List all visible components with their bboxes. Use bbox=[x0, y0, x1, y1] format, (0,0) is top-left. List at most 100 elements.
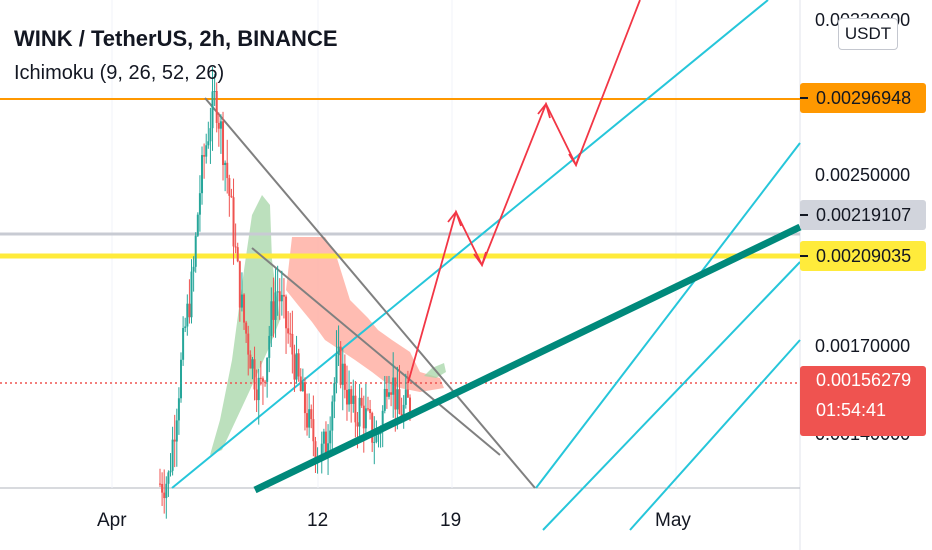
candle-up[interactable] bbox=[333, 383, 336, 402]
candle-up[interactable] bbox=[194, 235, 197, 267]
candle-up[interactable] bbox=[205, 145, 208, 157]
candle-down[interactable] bbox=[285, 296, 288, 329]
candle-up[interactable] bbox=[358, 397, 361, 427]
candle-up[interactable] bbox=[364, 408, 367, 429]
candle-up[interactable] bbox=[207, 141, 210, 146]
price-tag-orange[interactable]: 0.00296948 bbox=[800, 83, 926, 113]
candle-down[interactable] bbox=[394, 377, 397, 410]
candle-down[interactable] bbox=[247, 333, 250, 355]
candle-up[interactable] bbox=[266, 357, 269, 382]
candle-up[interactable] bbox=[209, 128, 212, 142]
candle-down[interactable] bbox=[314, 441, 317, 461]
candle-up[interactable] bbox=[184, 326, 187, 328]
candle-down[interactable] bbox=[312, 419, 315, 442]
candle-up[interactable] bbox=[211, 91, 214, 129]
candle-up[interactable] bbox=[329, 430, 332, 444]
candle-up[interactable] bbox=[201, 155, 204, 194]
candle-down[interactable] bbox=[234, 246, 237, 248]
candle-up[interactable] bbox=[280, 294, 283, 302]
candle-down[interactable] bbox=[259, 377, 262, 379]
price-tag-gray[interactable]: 0.00219107 bbox=[800, 200, 926, 230]
candle-up[interactable] bbox=[295, 353, 298, 380]
candle-up[interactable] bbox=[387, 392, 390, 397]
candle-down[interactable] bbox=[232, 197, 235, 247]
candle-down[interactable] bbox=[297, 353, 300, 377]
candle-up[interactable] bbox=[381, 410, 384, 432]
candle-up[interactable] bbox=[327, 443, 330, 453]
candle-up[interactable] bbox=[186, 303, 189, 327]
candle-down[interactable] bbox=[163, 492, 166, 499]
candle-up[interactable] bbox=[270, 301, 273, 336]
candle-down[interactable] bbox=[385, 388, 388, 397]
candle-up[interactable] bbox=[219, 121, 222, 129]
candle-up[interactable] bbox=[224, 162, 227, 166]
candle-down[interactable] bbox=[245, 322, 248, 334]
candle-down[interactable] bbox=[398, 389, 401, 414]
candle-up[interactable] bbox=[177, 398, 180, 421]
candle-down[interactable] bbox=[356, 422, 359, 427]
candle-down[interactable] bbox=[217, 122, 220, 129]
candle-up[interactable] bbox=[165, 483, 168, 499]
candle-down[interactable] bbox=[390, 392, 393, 395]
candle-down[interactable] bbox=[345, 389, 348, 405]
candle-up[interactable] bbox=[352, 395, 355, 404]
candle-down[interactable] bbox=[339, 346, 342, 385]
candle-up[interactable] bbox=[198, 193, 201, 215]
candle-down[interactable] bbox=[324, 431, 327, 453]
candle-down[interactable] bbox=[272, 301, 275, 320]
channel-lines[interactable] bbox=[171, 0, 801, 531]
candle-down[interactable] bbox=[188, 303, 191, 318]
candle-down[interactable] bbox=[350, 389, 353, 404]
candle-up[interactable] bbox=[331, 401, 334, 431]
candle-up[interactable] bbox=[301, 382, 304, 391]
candle-up[interactable] bbox=[251, 359, 254, 369]
candle-down[interactable] bbox=[238, 261, 241, 308]
candle-up[interactable] bbox=[182, 327, 185, 360]
projection-path[interactable] bbox=[407, 0, 641, 384]
wedge-lines[interactable] bbox=[204, 97, 536, 489]
candle-down[interactable] bbox=[230, 195, 233, 198]
candle-down[interactable] bbox=[303, 382, 306, 414]
candle-down[interactable] bbox=[228, 178, 231, 196]
candle-up[interactable] bbox=[276, 291, 279, 293]
candle-down[interactable] bbox=[249, 354, 252, 369]
candle-down[interactable] bbox=[306, 413, 309, 428]
candle-up[interactable] bbox=[375, 434, 378, 442]
price-tag-yellow[interactable]: 0.00209035 bbox=[800, 241, 926, 271]
candle-down[interactable] bbox=[369, 409, 372, 414]
candle-down[interactable] bbox=[371, 413, 374, 443]
candle-up[interactable] bbox=[322, 431, 325, 444]
candle-down[interactable] bbox=[299, 376, 302, 391]
candle-up[interactable] bbox=[171, 439, 174, 471]
candle-up[interactable] bbox=[169, 470, 172, 473]
current-price-tag[interactable]: 0.00156279 01:54:41 bbox=[800, 366, 926, 436]
candle-up[interactable] bbox=[337, 346, 340, 356]
candle-down[interactable] bbox=[343, 363, 346, 390]
candle-down[interactable] bbox=[366, 408, 369, 410]
candle-up[interactable] bbox=[392, 377, 395, 395]
candle-down[interactable] bbox=[215, 90, 218, 123]
candle-up[interactable] bbox=[402, 404, 405, 421]
candle-down[interactable] bbox=[310, 409, 313, 420]
candle-down[interactable] bbox=[264, 381, 267, 383]
candle-down[interactable] bbox=[406, 389, 409, 398]
candle-up[interactable] bbox=[320, 443, 323, 459]
candle-down[interactable] bbox=[360, 397, 363, 406]
candle-up[interactable] bbox=[274, 292, 277, 320]
currency-button[interactable]: USDT bbox=[838, 18, 898, 50]
candle-up[interactable] bbox=[335, 355, 338, 384]
candle-up[interactable] bbox=[167, 472, 170, 484]
candle-down[interactable] bbox=[409, 397, 411, 413]
candle-up[interactable] bbox=[180, 359, 183, 399]
candle-down[interactable] bbox=[255, 389, 258, 401]
candle-up[interactable] bbox=[396, 389, 399, 410]
support-trendline[interactable] bbox=[253, 223, 802, 494]
candle-down[interactable] bbox=[293, 354, 296, 380]
candle-down[interactable] bbox=[261, 378, 264, 382]
candle-up[interactable] bbox=[383, 388, 386, 411]
candle-down[interactable] bbox=[226, 162, 229, 179]
candle-up[interactable] bbox=[196, 214, 199, 236]
candle-down[interactable] bbox=[354, 395, 357, 423]
candle-down[interactable] bbox=[287, 328, 290, 334]
candle-up[interactable] bbox=[373, 441, 376, 443]
